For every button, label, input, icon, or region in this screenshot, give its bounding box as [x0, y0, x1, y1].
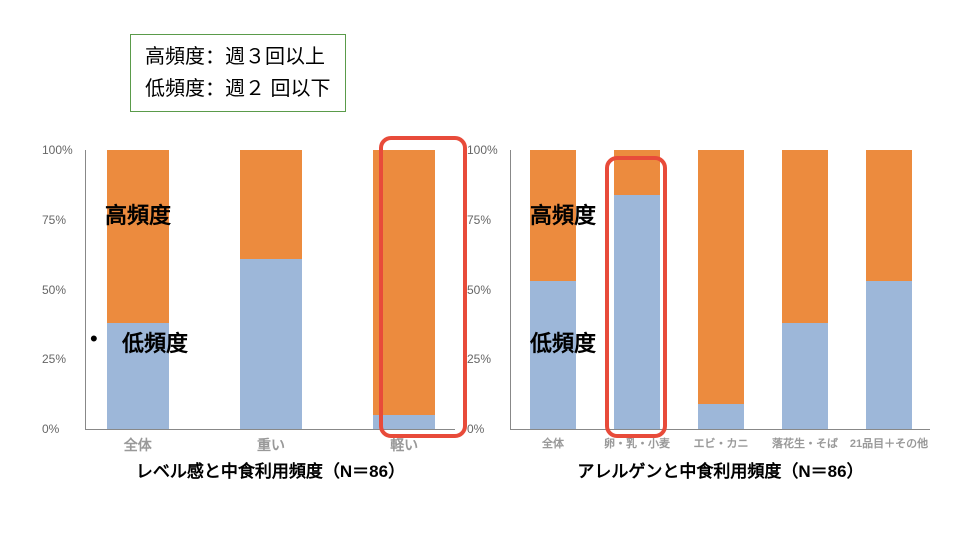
- y-tick: 75%: [467, 213, 491, 227]
- bar-high-freq: [373, 150, 435, 415]
- x-tick: 卵・乳・小麦: [604, 429, 670, 451]
- chart-left: 0%25%50%75%100%全体重い軽いレベル感と中食利用頻度（N＝86）: [85, 150, 455, 430]
- bar: [530, 150, 576, 429]
- bar-high-freq: [698, 150, 744, 404]
- chart-title: アレルゲンと中食利用頻度（N＝86）: [577, 457, 863, 482]
- bar-high-freq: [107, 150, 169, 323]
- y-tick: 75%: [42, 213, 66, 227]
- annotation-label: 低頻度: [530, 326, 596, 358]
- legend-line: 高頻度：週３回以上: [145, 41, 331, 73]
- bar-low-freq: [866, 281, 912, 429]
- chart-plot: 0%25%50%75%100%全体重い軽いレベル感と中食利用頻度（N＝86）: [85, 150, 455, 430]
- annotation-label: 高頻度: [105, 198, 171, 230]
- bar: [698, 150, 744, 429]
- bar-high-freq: [240, 150, 302, 259]
- bar-low-freq: [240, 259, 302, 429]
- bar-low-freq: [614, 195, 660, 429]
- y-tick: 25%: [467, 352, 491, 366]
- x-tick: 重い: [257, 429, 285, 455]
- bar: [866, 150, 912, 429]
- bar-high-freq: [866, 150, 912, 281]
- bullet-icon: •: [90, 326, 98, 352]
- bar: [373, 150, 435, 429]
- bar: [240, 150, 302, 429]
- bar-low-freq: [698, 404, 744, 429]
- x-tick: 落花生・そば: [772, 429, 838, 451]
- bar: [107, 150, 169, 429]
- chart-plot: 0%25%50%75%100%全体卵・乳・小麦エビ・カニ落花生・そば21品目＋そ…: [510, 150, 930, 430]
- y-tick: 50%: [42, 283, 66, 297]
- y-tick: 0%: [467, 422, 484, 436]
- x-tick: 全体: [542, 429, 564, 451]
- chart-title: レベル感と中食利用頻度（N＝86）: [136, 457, 405, 482]
- x-tick: 全体: [124, 429, 152, 455]
- x-tick: 軽い: [390, 429, 418, 455]
- bar-high-freq: [614, 150, 660, 195]
- bar-low-freq: [373, 415, 435, 429]
- y-tick: 100%: [42, 143, 73, 157]
- x-tick: エビ・カニ: [694, 429, 749, 451]
- chart-right: 0%25%50%75%100%全体卵・乳・小麦エビ・カニ落花生・そば21品目＋そ…: [510, 150, 930, 430]
- page-root: 高頻度：週３回以上低頻度：週２ 回以下0%25%50%75%100%全体重い軽い…: [0, 0, 960, 540]
- annotation-label: 高頻度: [530, 198, 596, 230]
- legend-line: 低頻度：週２ 回以下: [145, 73, 331, 105]
- bar: [782, 150, 828, 429]
- bar-high-freq: [782, 150, 828, 323]
- bar: [614, 150, 660, 429]
- y-tick: 100%: [467, 143, 498, 157]
- bar-low-freq: [782, 323, 828, 429]
- y-tick: 25%: [42, 352, 66, 366]
- x-tick: 21品目＋その他: [850, 429, 928, 451]
- y-tick: 50%: [467, 283, 491, 297]
- y-tick: 0%: [42, 422, 59, 436]
- annotation-label: 低頻度: [122, 326, 188, 358]
- legend-box: 高頻度：週３回以上低頻度：週２ 回以下: [130, 34, 346, 112]
